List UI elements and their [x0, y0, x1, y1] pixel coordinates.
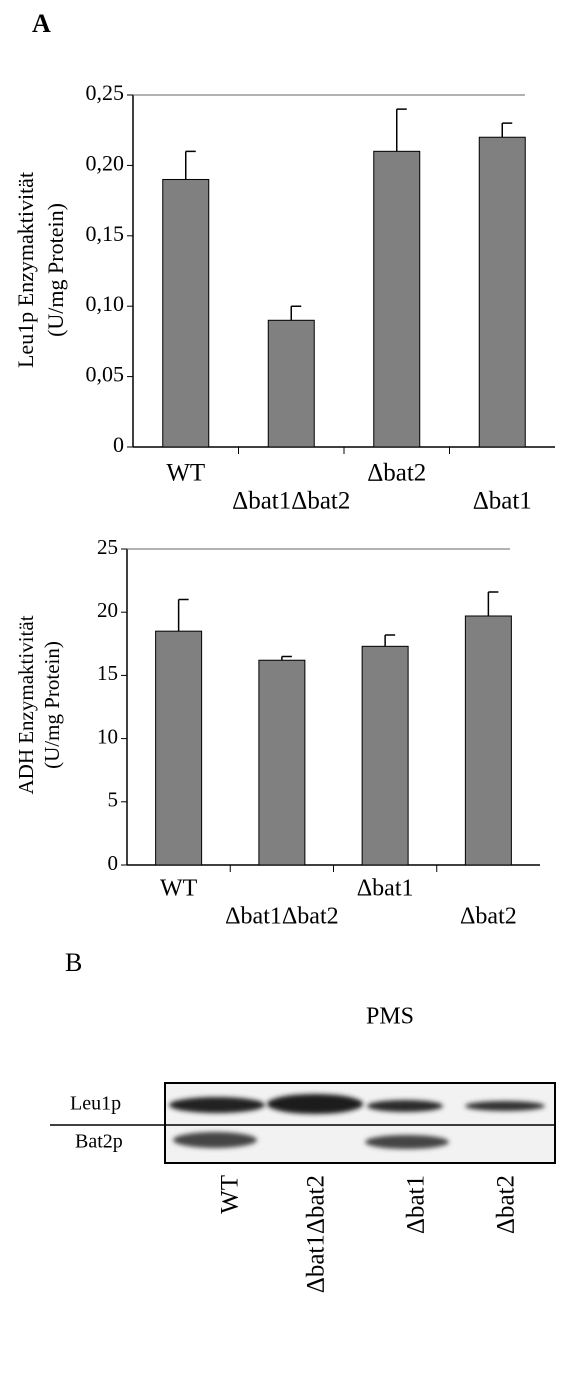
x-tick-label: WT [166, 460, 205, 487]
y-axis-label: Leu1p Enzymaktivität [13, 172, 38, 368]
y-tick-label: 0 [113, 432, 124, 457]
panel-label: A [32, 9, 51, 38]
y-tick-label: 0,25 [86, 80, 125, 105]
bar [374, 151, 420, 447]
error-bar [488, 592, 498, 616]
y-tick-label: 0,10 [86, 291, 125, 316]
band [365, 1135, 449, 1149]
figure: A B PMS Leu1p Bat2p 0 0,05 0,10 0,15 0,20 0,2… [0, 0, 564, 1389]
y-axis-label: (U/mg Protein) [40, 641, 64, 769]
lane-label: Δbat1Δbat2 [303, 1175, 330, 1293]
band [169, 1097, 265, 1113]
y-tick-label: 20 [97, 598, 118, 622]
y-tick-label: 0,05 [86, 362, 125, 387]
x-tick-label: Δbat1Δbat2 [232, 488, 350, 515]
lane-label: WT [217, 1175, 244, 1214]
lane-label: Δbat2 [493, 1175, 520, 1234]
y-tick-label: 0,20 [86, 150, 125, 175]
x-tick-label: WT [160, 876, 198, 902]
y-axis-label: (U/mg Protein) [43, 203, 68, 337]
panel-label: B [65, 948, 82, 977]
x-tick-label: Δbat1Δbat2 [225, 904, 339, 930]
bar [465, 616, 511, 865]
error-bar [186, 151, 196, 179]
bar [156, 631, 202, 865]
x-tick-label: Δbat1 [473, 488, 532, 515]
row-label: Bat2p [75, 1131, 123, 1153]
error-bar [282, 656, 292, 660]
blot-title: PMS [366, 1004, 414, 1030]
error-bar [502, 123, 512, 137]
bar [259, 660, 305, 865]
lane-label: Δbat1 [403, 1175, 430, 1234]
y-tick-label: 5 [108, 788, 119, 812]
y-tick-label: 10 [97, 724, 118, 748]
x-tick-label: Δbat2 [367, 460, 426, 487]
y-tick-label: 0 [108, 851, 119, 875]
y-tick-label: 15 [97, 661, 118, 685]
error-bar [385, 635, 395, 646]
bar [362, 646, 408, 865]
western-blot [50, 1083, 555, 1163]
blot-frame [165, 1083, 555, 1163]
error-bar [397, 109, 407, 151]
error-bar [179, 600, 189, 632]
band [465, 1101, 545, 1111]
row-label: Leu1p [70, 1093, 121, 1115]
bar [163, 179, 209, 447]
band [267, 1094, 363, 1114]
band [367, 1100, 443, 1112]
y-tick-label: 25 [97, 535, 118, 559]
bar [479, 137, 525, 447]
x-tick-label: Δbat2 [460, 904, 517, 930]
error-bar [291, 306, 301, 320]
band [173, 1132, 257, 1148]
y-tick-label: 0,15 [86, 221, 125, 246]
bar [268, 320, 314, 447]
y-axis-label: ADH Enzymaktivität [14, 615, 38, 794]
x-tick-label: Δbat1 [357, 876, 414, 902]
